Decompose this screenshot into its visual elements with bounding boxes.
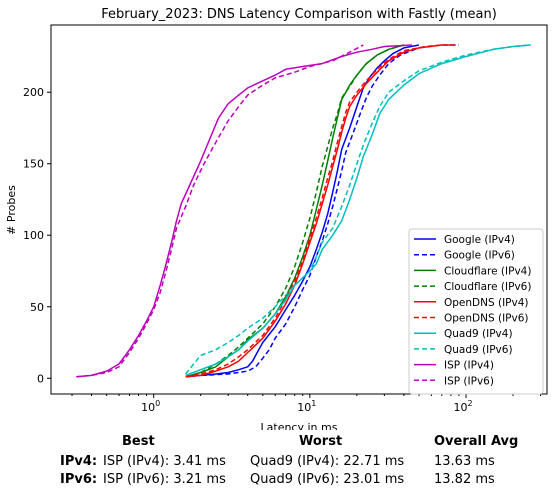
x-axis-label: Latency in ms	[261, 421, 338, 430]
worst-header: Worst	[299, 434, 343, 449]
series-line-cloudflare-ipv6	[185, 44, 405, 378]
legend-frame	[408, 228, 544, 395]
plot-area-frame	[50, 24, 548, 395]
legend-label-cloudflare-ipv4: Cloudflare (IPv4)	[444, 265, 531, 277]
ipv4-row-label: IPv4:	[60, 454, 98, 469]
y-axis: 0 50 100 150 200	[23, 86, 51, 385]
legend-label-isp-ipv4: ISP (IPv4)	[444, 360, 494, 372]
series-line-google-ipv4	[185, 44, 420, 378]
series-line-cloudflare-ipv4	[185, 44, 405, 378]
best-header: Best	[122, 434, 155, 449]
ipv6-best-value: ISP (IPv6): 3.21 ms	[103, 472, 226, 487]
legend-label-google-ipv6: Google (IPv6)	[444, 250, 515, 262]
ipv4-worst-value: Quad9 (IPv4): 22.71 ms	[250, 454, 405, 469]
latency-cdf-chart: February_2023: DNS Latency Comparison wi…	[5, 7, 548, 430]
legend-label-isp-ipv6: ISP (IPv6)	[444, 375, 494, 387]
overall-avg-header: Overall Avg	[434, 434, 519, 449]
x-tick-label: 102	[453, 399, 472, 414]
ipv6-worst-value: Quad9 (IPv6): 23.01 ms	[250, 472, 405, 487]
series-line-quad9-ipv4	[185, 44, 531, 377]
ipv6-avg-value: 13.82 ms	[434, 472, 495, 487]
legend-label-quad9-ipv6: Quad9 (IPv6)	[444, 344, 513, 356]
x-axis: 100 101 102	[71, 394, 542, 414]
y-tick-label: 150	[23, 158, 44, 171]
series-line-google-ipv6	[185, 44, 459, 378]
y-axis-label: # Probes	[5, 185, 18, 235]
chart-legend: Google (IPv4) Google (IPv6) Cloudflare (IP…	[408, 228, 544, 395]
y-tick-label: 50	[30, 301, 44, 314]
legend-label-quad9-ipv4: Quad9 (IPv4)	[444, 328, 513, 340]
legend-label-opendns-ipv6: OpenDNS (IPv6)	[444, 313, 529, 325]
ipv4-avg-value: 13.63 ms	[434, 454, 495, 469]
series-line-isp-ipv6	[76, 44, 364, 378]
legend-label-cloudflare-ipv6: Cloudflare (IPv6)	[444, 281, 531, 293]
series-line-opendns-ipv4	[185, 44, 455, 378]
series-line-quad9-ipv6	[185, 44, 531, 375]
chart-title: February_2023: DNS Latency Comparison wi…	[101, 7, 497, 22]
legend-label-google-ipv4: Google (IPv4)	[444, 234, 515, 246]
plot-series-group	[76, 44, 531, 378]
x-tick-label: 101	[297, 399, 316, 414]
y-tick-label: 100	[23, 229, 44, 242]
y-tick-label: 200	[23, 86, 44, 99]
series-line-opendns-ipv6	[185, 44, 442, 378]
legend-label-opendns-ipv4: OpenDNS (IPv4)	[444, 297, 529, 309]
ipv4-best-value: ISP (IPv4): 3.41 ms	[103, 454, 226, 469]
x-tick-label: 100	[141, 399, 160, 414]
ipv6-row-label: IPv6:	[60, 472, 98, 487]
y-tick-label: 0	[37, 372, 44, 385]
